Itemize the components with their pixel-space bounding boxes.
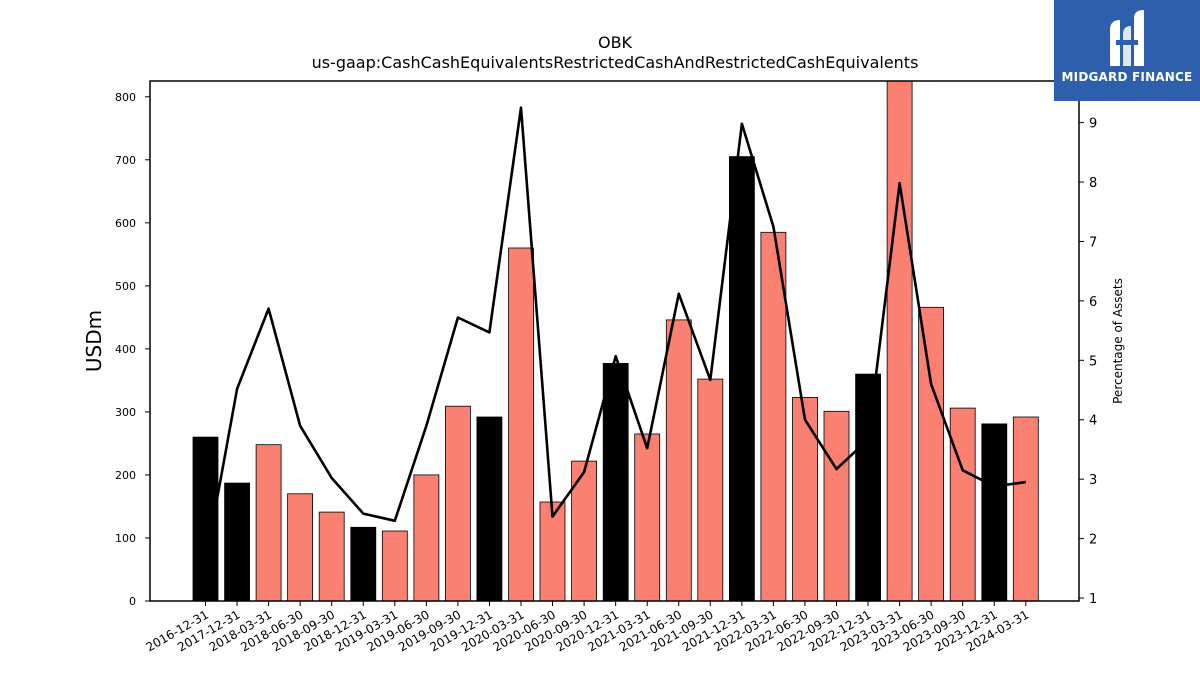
y-tick-label: 200 (115, 469, 136, 482)
bar-2023-09-30 (949, 407, 976, 602)
y-tick-label: 800 (115, 91, 136, 104)
bar-2023-12-31 (981, 423, 1008, 602)
y-axis-left: 0 100 200 300 400 500 600 700 800 (115, 91, 150, 608)
bar-2017-12-31 (224, 482, 251, 602)
y-tick-label: 600 (115, 217, 136, 230)
bar-2021-06-30 (665, 319, 692, 602)
midgard-finance-logo: MIDGARD FINANCE (1054, 0, 1200, 101)
bar-2020-09-30 (571, 460, 597, 602)
y2-tick-label: 4 (1089, 414, 1097, 429)
y2-tick-label: 2 (1089, 533, 1097, 548)
bar-2020-06-30 (539, 501, 566, 602)
bar-2019-06-30 (413, 474, 440, 602)
logo-text: MIDGARD FINANCE (1061, 70, 1193, 84)
bar-2022-09-30 (823, 410, 850, 602)
bar-2018-09-30 (318, 511, 345, 602)
y2-tick-label: 5 (1089, 354, 1097, 369)
y2-axis-label: Percentage of Assets (1111, 278, 1125, 404)
y2-tick-label: 7 (1089, 235, 1097, 250)
y2-tick-label: 6 (1089, 295, 1097, 310)
chart-subtitle: us-gaap:CashCashEquivalentsRestrictedCas… (312, 53, 919, 72)
y-tick-label: 0 (129, 595, 136, 608)
bar-2020-12-31 (602, 362, 629, 602)
bar-2019-03-31 (381, 530, 408, 602)
bar-2024-03-31 (1012, 416, 1039, 602)
bar-2019-12-31 (476, 416, 503, 602)
y-tick-label: 400 (115, 343, 136, 356)
y-tick-label: 700 (115, 154, 136, 167)
bar-2021-09-30 (697, 378, 724, 602)
bar-2019-09-30 (444, 405, 471, 602)
y-tick-label: 500 (115, 280, 136, 293)
y-tick-label: 100 (115, 532, 136, 545)
bar-2018-03-31 (255, 444, 282, 602)
midgard-logo-icon (1110, 10, 1144, 66)
y2-tick-label: 3 (1089, 473, 1097, 488)
bar-2023-03-31 (886, 80, 913, 602)
bar-2021-12-31 (729, 156, 755, 602)
y-axis-right: 1 2 3 4 5 6 7 8 9 (1079, 117, 1097, 607)
bar-2020-03-31 (508, 247, 534, 602)
bar-2022-06-30 (792, 396, 818, 602)
y-axis-label: USDm (82, 310, 106, 372)
bar-2022-12-31 (855, 373, 881, 602)
bar-2018-06-30 (287, 493, 314, 602)
plot-frame (149, 80, 1080, 602)
bar-2021-03-31 (634, 433, 661, 602)
x-axis: 2016-12-312017-12-312018-03-312018-06-30… (144, 601, 1031, 654)
y-tick-label: 300 (115, 406, 136, 419)
y2-tick-label: 1 (1089, 592, 1097, 607)
y2-tick-label: 9 (1089, 117, 1097, 132)
bar-2018-12-31 (350, 526, 377, 602)
bars-group (192, 80, 1039, 602)
y2-tick-label: 8 (1089, 176, 1097, 191)
bar-2023-06-30 (918, 306, 944, 602)
line-group (204, 106, 1026, 563)
chart-title: OBK (598, 33, 633, 52)
